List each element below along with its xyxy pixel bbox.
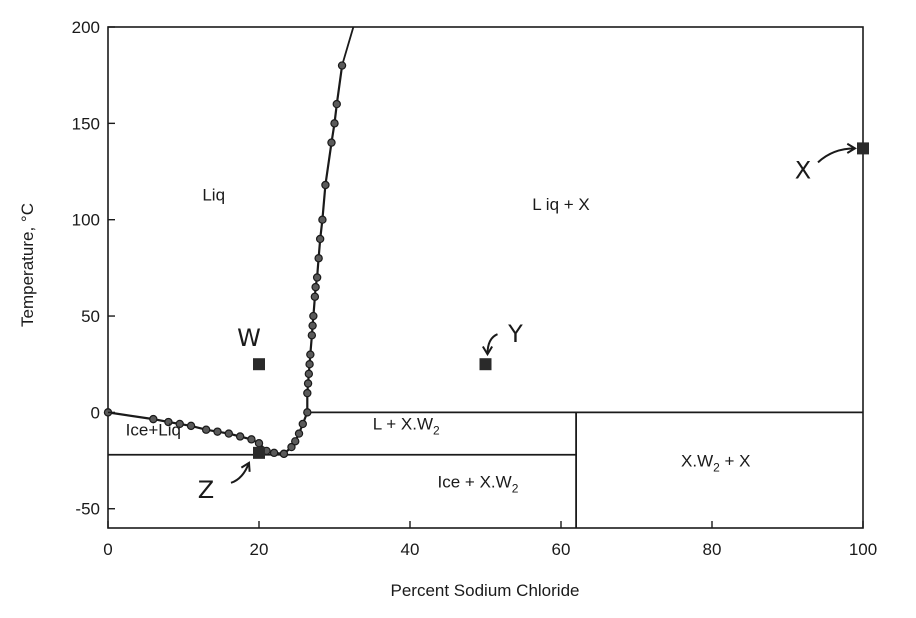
data-point bbox=[269, 448, 279, 458]
y-arrow-head bbox=[482, 345, 493, 357]
y-arrow bbox=[486, 333, 498, 355]
y-tick-label: 0 bbox=[91, 403, 100, 422]
y-axis-ticks: -50 0 50 100 150 200 bbox=[72, 18, 115, 519]
data-point bbox=[279, 449, 289, 459]
region-label: X.W2 + X bbox=[681, 451, 751, 474]
region-label: L iq + X bbox=[532, 195, 590, 214]
data-point bbox=[321, 180, 330, 190]
data-point bbox=[298, 419, 307, 429]
boundary-line bbox=[341, 26, 355, 66]
data-point bbox=[312, 273, 322, 282]
region-label: Liq bbox=[202, 185, 225, 204]
point-label-w: W bbox=[237, 324, 261, 352]
data-point bbox=[224, 429, 233, 438]
region-labels: Liq L iq + X L + X.W2 Ice+Liq Ice + X.W2 X.W2… bbox=[126, 185, 751, 495]
data-point bbox=[330, 119, 339, 128]
x-tick-label: 60 bbox=[552, 540, 571, 559]
region-label: Ice + X.W2 bbox=[438, 473, 519, 496]
z-arrow bbox=[230, 462, 250, 484]
data-point bbox=[303, 388, 312, 398]
marked-points: W Y X Z bbox=[198, 142, 869, 504]
data-point bbox=[294, 429, 304, 438]
y-tick-label: 200 bbox=[72, 18, 100, 37]
data-point bbox=[311, 282, 320, 292]
y-tick-label: 50 bbox=[81, 307, 100, 326]
x-tick-label: 100 bbox=[849, 540, 877, 559]
data-point bbox=[291, 437, 300, 446]
y-tick-label: 100 bbox=[72, 211, 100, 230]
data-point bbox=[247, 435, 256, 444]
x-tick-label: 80 bbox=[703, 540, 722, 559]
data-point bbox=[213, 427, 222, 436]
data-point bbox=[201, 425, 211, 434]
phase-boundaries bbox=[108, 26, 863, 528]
region-label: L + X.W2 bbox=[373, 415, 440, 438]
data-point bbox=[332, 99, 341, 109]
point-label-x: X bbox=[795, 156, 811, 184]
liquidus-points bbox=[103, 61, 347, 459]
data-point bbox=[175, 419, 184, 429]
y-tick-label: 150 bbox=[72, 114, 100, 133]
data-point bbox=[327, 138, 336, 147]
x-tick-label: 0 bbox=[103, 540, 112, 559]
x-axis-label: Percent Sodium Chloride bbox=[391, 581, 580, 600]
x-arrow-head bbox=[846, 142, 857, 154]
marked-point-y bbox=[479, 358, 492, 371]
data-point bbox=[149, 414, 158, 424]
data-point bbox=[186, 421, 196, 431]
annotation-arrows bbox=[230, 142, 857, 484]
data-point bbox=[308, 321, 317, 330]
data-point bbox=[337, 61, 347, 70]
y-tick-label: -50 bbox=[75, 500, 100, 519]
region-label: Ice+Liq bbox=[126, 421, 181, 440]
marked-point-x bbox=[857, 142, 869, 155]
data-point bbox=[306, 350, 315, 359]
marked-point-w bbox=[253, 358, 265, 371]
data-point bbox=[307, 331, 317, 340]
z-arrow-head bbox=[240, 461, 251, 472]
y-axis-label: Temperature, °C bbox=[18, 203, 37, 327]
point-label-z: Z bbox=[198, 476, 214, 504]
data-point bbox=[318, 215, 327, 224]
data-point bbox=[164, 417, 173, 427]
data-point bbox=[309, 311, 318, 321]
data-point bbox=[254, 439, 264, 448]
data-point bbox=[314, 254, 323, 263]
x-axis-ticks: 0 20 40 60 80 100 bbox=[103, 521, 877, 559]
data-point bbox=[303, 408, 312, 417]
x-arrow bbox=[817, 147, 856, 164]
data-point bbox=[305, 360, 314, 369]
x-tick-label: 20 bbox=[250, 540, 269, 559]
data-point bbox=[315, 234, 325, 244]
point-label-y: Y bbox=[507, 320, 523, 348]
data-point bbox=[235, 432, 245, 441]
data-point bbox=[310, 292, 320, 301]
marked-point-z bbox=[253, 446, 265, 459]
data-point bbox=[304, 369, 314, 379]
data-point bbox=[287, 442, 296, 452]
x-tick-label: 40 bbox=[401, 540, 420, 559]
data-point bbox=[303, 379, 313, 388]
plot-frame bbox=[107, 26, 864, 529]
